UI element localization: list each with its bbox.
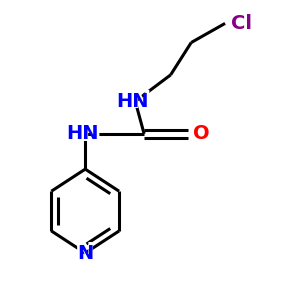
Text: N: N [75,241,95,265]
Text: HN: HN [116,92,148,111]
Text: Cl: Cl [231,14,252,33]
Text: O: O [191,122,212,146]
Text: N: N [77,244,93,262]
Text: HN: HN [62,122,102,146]
Text: Cl: Cl [231,11,256,35]
Text: O: O [193,124,210,143]
Text: HN: HN [66,124,98,143]
Text: HN: HN [112,89,152,113]
